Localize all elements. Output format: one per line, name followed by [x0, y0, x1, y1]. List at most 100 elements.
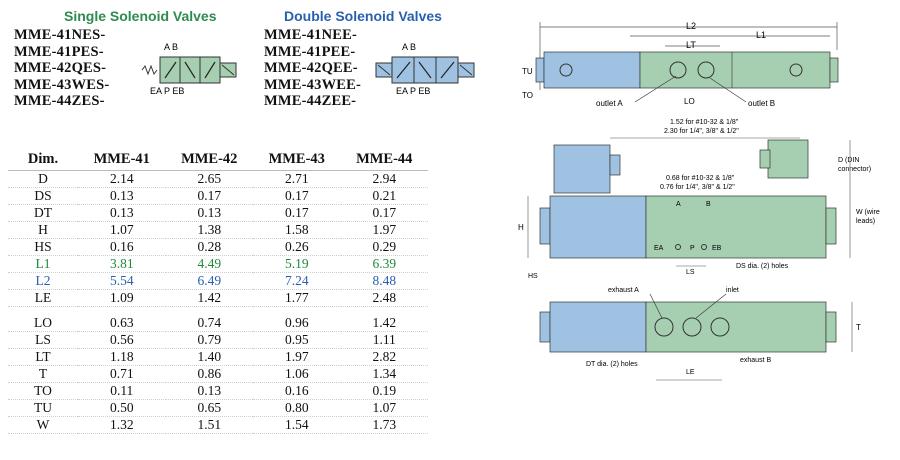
t-label: T [856, 323, 861, 332]
port-b-label: B [706, 201, 711, 208]
value-cell: 0.65 [165, 399, 253, 417]
col-header: MME-44 [340, 148, 428, 171]
dim-cell: D [8, 170, 78, 188]
ab-label: A B [164, 42, 178, 52]
value-cell: 2.14 [78, 170, 166, 188]
table-row: L1 3.81 4.49 5.19 6.39 [8, 255, 428, 273]
value-cell: 0.19 [340, 382, 428, 400]
value-cell: 0.79 [165, 331, 253, 349]
table-row: L2 5.54 6.49 7.24 8.48 [8, 272, 428, 290]
col-header: MME-41 [78, 148, 166, 171]
value-cell: 0.17 [253, 187, 341, 205]
table-header-row: Dim. MME-41 MME-42 MME-43 MME-44 [8, 148, 428, 171]
l2-label: L2 [686, 21, 696, 31]
note-2b: 0.76 for 1/4", 3/8" & 1/2" [660, 184, 735, 191]
table-row: DT 0.13 0.13 0.17 0.17 [8, 204, 428, 222]
value-cell: 4.49 [165, 255, 253, 273]
table-row: HS 0.16 0.28 0.26 0.29 [8, 238, 428, 256]
value-cell: 0.13 [78, 187, 166, 205]
dim-cell: LT [8, 348, 78, 366]
value-cell: 1.34 [340, 365, 428, 383]
dim-cell: HS [8, 238, 78, 256]
value-cell: 6.49 [165, 272, 253, 290]
double-model-list: MME-41NEE- MME-41PEE- MME-42QEE- MME-43W… [264, 27, 361, 110]
value-cell: 1.38 [165, 221, 253, 239]
value-cell: 1.73 [340, 416, 428, 434]
value-cell: 5.54 [78, 272, 166, 290]
value-cell: 1.54 [253, 416, 341, 434]
hs-label: HS [528, 273, 538, 280]
value-cell: 0.80 [253, 399, 341, 417]
h-label: H [518, 223, 524, 232]
dim-cell: LE [8, 289, 78, 307]
value-cell: 2.48 [340, 289, 428, 307]
side-view-drawing: 1.52 for #10-32 & 1/8" 2.30 for 1/4", 3/… [518, 119, 880, 280]
to-label: TO [522, 91, 533, 100]
note-2a: 0.68 for #10-32 & 1/8" [666, 175, 735, 182]
value-cell: 7.24 [253, 272, 341, 290]
single-solenoid-symbol: A B EA P EB [141, 42, 237, 96]
value-cell: 0.86 [165, 365, 253, 383]
value-cell: 1.07 [78, 221, 166, 239]
ab-label: A B [402, 42, 416, 52]
port-p-label: P [690, 245, 695, 252]
value-cell: 8.48 [340, 272, 428, 290]
note-1b: 2.30 for 1/4", 3/8" & 1/2" [664, 128, 739, 135]
dim-cell: DS [8, 187, 78, 205]
value-cell: 1.32 [78, 416, 166, 434]
exhaust-b-label: exhaust B [740, 357, 771, 364]
value-cell: 0.16 [78, 238, 166, 256]
exhaust-a-label: exhaust A [608, 287, 639, 294]
value-cell: 5.19 [253, 255, 341, 273]
table-row: LO 0.63 0.74 0.96 1.42 [8, 315, 428, 332]
double-solenoid-symbol: A B EA P EB [375, 42, 475, 96]
value-cell: 1.42 [340, 315, 428, 332]
l1-label: L1 [756, 30, 766, 40]
le-label: LE [686, 369, 695, 376]
model-item: MME-43WES- [14, 76, 110, 93]
value-cell: 0.71 [78, 365, 166, 383]
dimension-table: Dim. MME-41 MME-42 MME-43 MME-44 D 2.14 2.… [8, 148, 428, 434]
outlet-b-label: outlet B [748, 99, 775, 108]
value-cell: 0.16 [253, 382, 341, 400]
value-cell: 2.65 [165, 170, 253, 188]
value-cell: 0.29 [340, 238, 428, 256]
value-cell: 1.97 [340, 221, 428, 239]
dim-cell: TO [8, 382, 78, 400]
table-row: LT 1.18 1.40 1.97 2.82 [8, 348, 428, 366]
value-cell: 0.50 [78, 399, 166, 417]
dim-cell: L2 [8, 272, 78, 290]
value-cell: 0.13 [78, 204, 166, 222]
value-cell: 1.18 [78, 348, 166, 366]
note-1a: 1.52 for #10-32 & 1/8" [670, 119, 739, 126]
tu-label: TU [522, 67, 533, 76]
value-cell: 1.51 [165, 416, 253, 434]
double-solenoid-header: Double Solenoid Valves [284, 8, 442, 24]
value-cell: 0.74 [165, 315, 253, 332]
single-solenoid-header: Single Solenoid Valves [64, 8, 217, 24]
ports-label: EA P EB [396, 86, 430, 96]
value-cell: 1.09 [78, 289, 166, 307]
table-row: H 1.07 1.38 1.58 1.97 [8, 221, 428, 239]
value-cell: 1.58 [253, 221, 341, 239]
ds-holes-label: DS dia. (2) holes [736, 263, 789, 270]
table-row: TO 0.11 0.13 0.16 0.19 [8, 382, 428, 400]
dim-cell: DT [8, 204, 78, 222]
table-row: D 2.14 2.65 2.71 2.94 [8, 170, 428, 188]
table-row: DS 0.13 0.17 0.17 0.21 [8, 187, 428, 205]
port-eb-label: EB [712, 245, 722, 252]
value-cell: 2.94 [340, 170, 428, 188]
dt-holes-label: DT dia. (2) holes [586, 361, 638, 368]
table-row: W 1.32 1.51 1.54 1.73 [8, 416, 428, 434]
valve-dimension-drawings: L2 L1 LT TU TO outlet A LO outlet B 1.52… [518, 21, 880, 381]
inlet-label: inlet [726, 287, 739, 294]
col-header: Dim. [8, 148, 78, 171]
lt-label: LT [686, 40, 696, 50]
value-cell: 1.40 [165, 348, 253, 366]
table-row: T 0.71 0.86 1.06 1.34 [8, 365, 428, 383]
value-cell: 0.26 [253, 238, 341, 256]
model-item: MME-41PES- [14, 43, 104, 60]
value-cell: 1.06 [253, 365, 341, 383]
value-cell: 2.82 [340, 348, 428, 366]
model-item: MME-44ZEE- [264, 93, 357, 110]
